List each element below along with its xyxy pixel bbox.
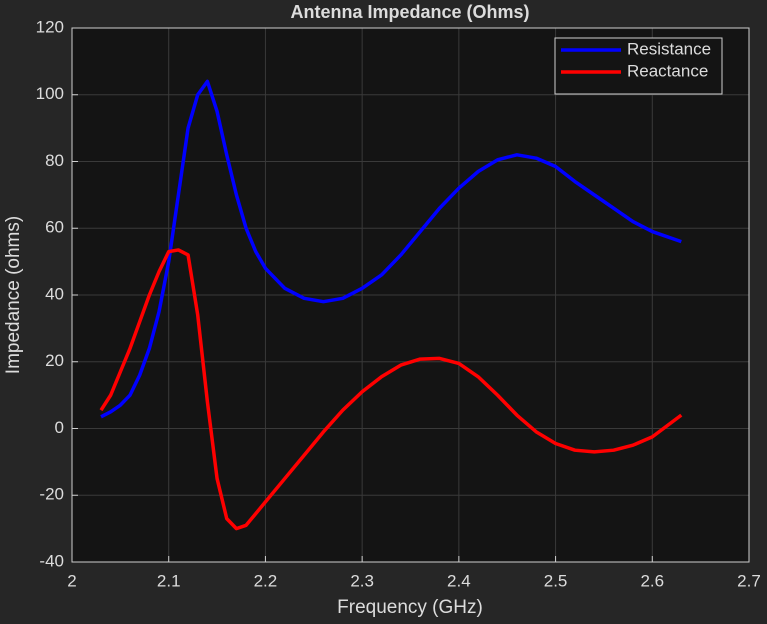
- y-tick-label: 100: [36, 84, 64, 103]
- x-tick-label: 2.1: [157, 571, 181, 590]
- x-tick-label: 2: [67, 571, 76, 590]
- y-tick-label: 40: [45, 284, 64, 303]
- x-axis-label: Frequency (GHz): [337, 597, 483, 618]
- x-tick-label: 2.5: [544, 571, 568, 590]
- axes-box: [71, 27, 750, 563]
- x-tick-label: 2.6: [640, 571, 664, 590]
- y-tick-label: -20: [39, 485, 64, 504]
- y-tick-label: -40: [39, 551, 64, 570]
- legend-box: [554, 37, 723, 95]
- chart-title: Antenna Impedance (Ohms): [290, 2, 529, 22]
- line-series: [99, 248, 683, 531]
- x-tick-label: 2.2: [254, 571, 278, 590]
- y-tick-label: 20: [45, 351, 64, 370]
- y-tick-label: 0: [55, 418, 64, 437]
- y-tick-label: 80: [45, 151, 64, 170]
- y-axis-label: Impedance (ohms): [3, 216, 24, 374]
- line-series: [100, 79, 682, 419]
- legend-label: Reactance: [627, 61, 708, 80]
- y-tick-label: 120: [36, 17, 64, 36]
- y-tick-label: 60: [45, 218, 64, 237]
- x-tick-label: 2.3: [350, 571, 374, 590]
- x-tick-label: 2.4: [447, 571, 471, 590]
- legend-label: Resistance: [627, 39, 711, 58]
- x-tick-label: 2.7: [737, 571, 761, 590]
